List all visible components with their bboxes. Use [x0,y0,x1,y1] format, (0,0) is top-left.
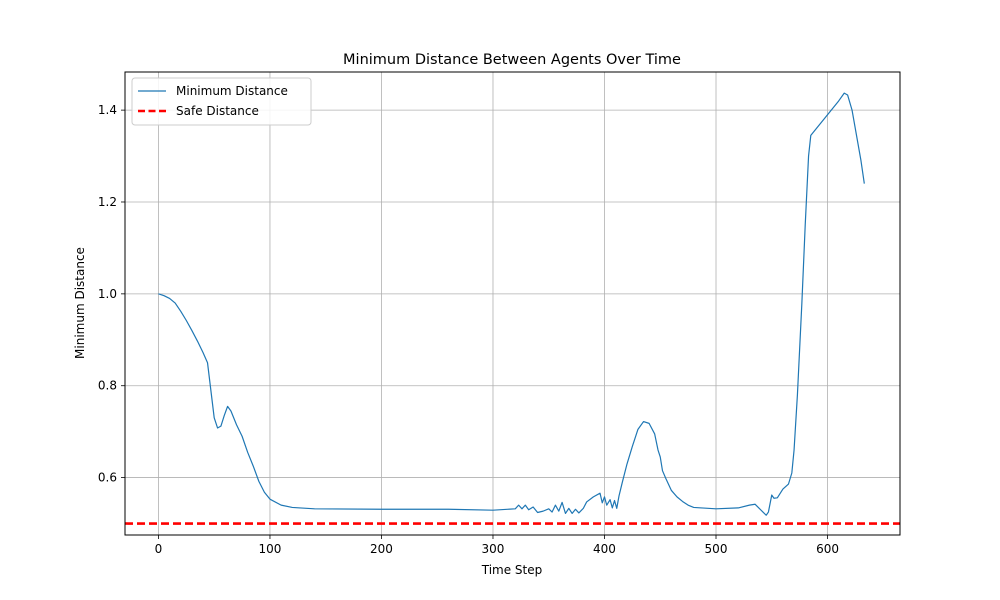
legend-label-minimum-distance: Minimum Distance [176,84,288,98]
y-tick-label: 1.4 [98,103,117,117]
y-tick-label: 0.8 [98,379,117,393]
x-tick-label: 500 [705,542,728,556]
y-axis-label: Minimum Distance [73,247,87,359]
series-line-minimum-distance [158,92,865,516]
plot-frame [124,71,901,536]
x-axis-label: Time Step [481,563,543,577]
y-tick-label: 1.0 [98,287,117,301]
x-tick-label: 600 [816,542,839,556]
x-tick-label: 400 [593,542,616,556]
legend: Minimum Distance Safe Distance [131,77,312,126]
series-layer [125,92,900,525]
y-tick-label: 0.6 [98,471,117,485]
ticks: 0 100 200 300 400 500 600 0.6 0.8 1.0 1.2 1.4 [98,103,839,556]
x-tick-label: 200 [370,542,393,556]
grid [125,72,900,535]
chart-title: Minimum Distance Between Agents Over Tim… [343,52,681,68]
x-tick-label: 0 [155,542,163,556]
x-tick-label: 100 [259,542,282,556]
legend-box [131,77,312,126]
x-tick-label: 300 [482,542,505,556]
legend-label-safe-distance: Safe Distance [176,104,259,118]
y-tick-label: 1.2 [98,195,117,209]
